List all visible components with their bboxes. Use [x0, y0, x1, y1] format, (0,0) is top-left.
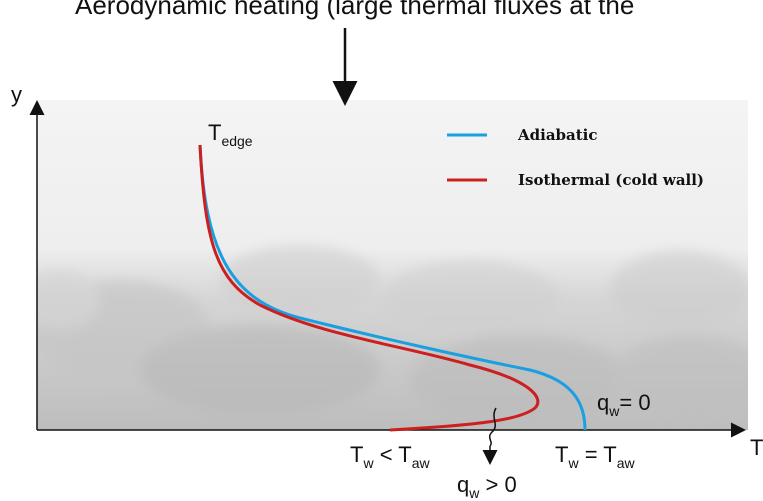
label-part: q — [597, 390, 609, 415]
subscript: edge — [221, 133, 252, 149]
diagram: Aerodynamic heating (large thermal fluxe… — [0, 0, 763, 501]
tw-lt-taw-label: Tw < Taw — [350, 442, 430, 471]
label-part: = T — [579, 442, 617, 467]
label-part: T — [555, 442, 568, 467]
qw-zero-label: qw= 0 — [597, 390, 651, 419]
label-part: T — [350, 442, 363, 467]
label-part: = 0 — [619, 390, 650, 415]
label-part: < T — [374, 442, 412, 467]
y-axis-label: y — [11, 82, 22, 107]
label-part: T — [208, 120, 221, 145]
subscript: aw — [412, 455, 431, 471]
label-part: > 0 — [479, 472, 516, 497]
legend-label: Isothermal (cold wall) — [518, 171, 704, 189]
tw-eq-taw-label: Tw = Taw — [555, 442, 635, 471]
qw-pos-label: qw > 0 — [457, 472, 517, 501]
label-part: q — [457, 472, 469, 497]
x-axis-label: T — [750, 435, 763, 460]
subscript: aw — [617, 455, 636, 471]
legend-label: Adiabatic — [517, 126, 598, 144]
title: Aerodynamic heating (large thermal fluxe… — [75, 0, 634, 20]
